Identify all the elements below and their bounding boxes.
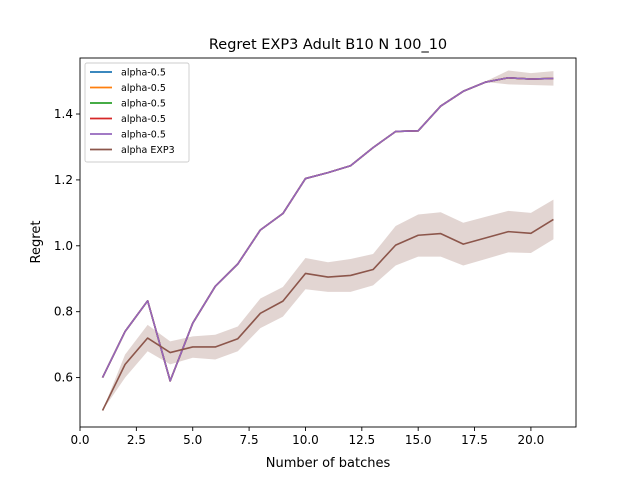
y-tick-label: 0.6 (54, 371, 73, 385)
legend-label: alpha-0.5 (121, 83, 166, 94)
x-axis-label: Number of batches (266, 456, 391, 471)
x-axis: 0.0 2.5 5.0 7.5 10.0 12.5 15.0 17.5 20.0 (70, 427, 544, 447)
series-line-4 (101, 76, 554, 382)
confidence-band-5 (102, 199, 554, 411)
legend-label: alpha-0.5 (121, 99, 166, 110)
x-tick-label: 2.5 (127, 433, 146, 447)
chart-title: Regret EXP3 Adult B10 N 100_10 (209, 37, 447, 53)
x-tick-label: 15.0 (405, 433, 432, 447)
y-tick-label: 1.2 (54, 173, 73, 187)
y-tick-label: 1.0 (54, 239, 73, 253)
x-tick-label: 7.5 (240, 433, 259, 447)
x-tick-label: 5.0 (183, 433, 202, 447)
legend-label: alpha-0.5 (121, 68, 166, 79)
series-lines (101, 76, 554, 411)
x-tick-label: 10.0 (292, 433, 319, 447)
confidence-bands (102, 70, 554, 411)
legend-label: alpha EXP3 (121, 145, 175, 156)
x-tick-label: 20.0 (518, 433, 545, 447)
legend-label: alpha-0.5 (121, 114, 166, 125)
y-axis: 0.6 0.8 1.0 1.2 1.4 (54, 107, 80, 385)
y-axis-label: Regret (29, 221, 44, 264)
series-line-5 (101, 218, 554, 411)
y-tick-label: 1.4 (54, 107, 73, 121)
x-tick-label: 12.5 (348, 433, 375, 447)
plot-frame (79, 57, 577, 428)
legend: alpha-0.5 alpha-0.5 alpha-0.5 alpha-0.5 alph… (84, 62, 190, 163)
y-tick-label: 0.8 (54, 305, 73, 319)
legend-label: alpha-0.5 (121, 130, 166, 141)
x-tick-label: 0.0 (70, 433, 89, 447)
x-tick-label: 17.5 (461, 433, 488, 447)
